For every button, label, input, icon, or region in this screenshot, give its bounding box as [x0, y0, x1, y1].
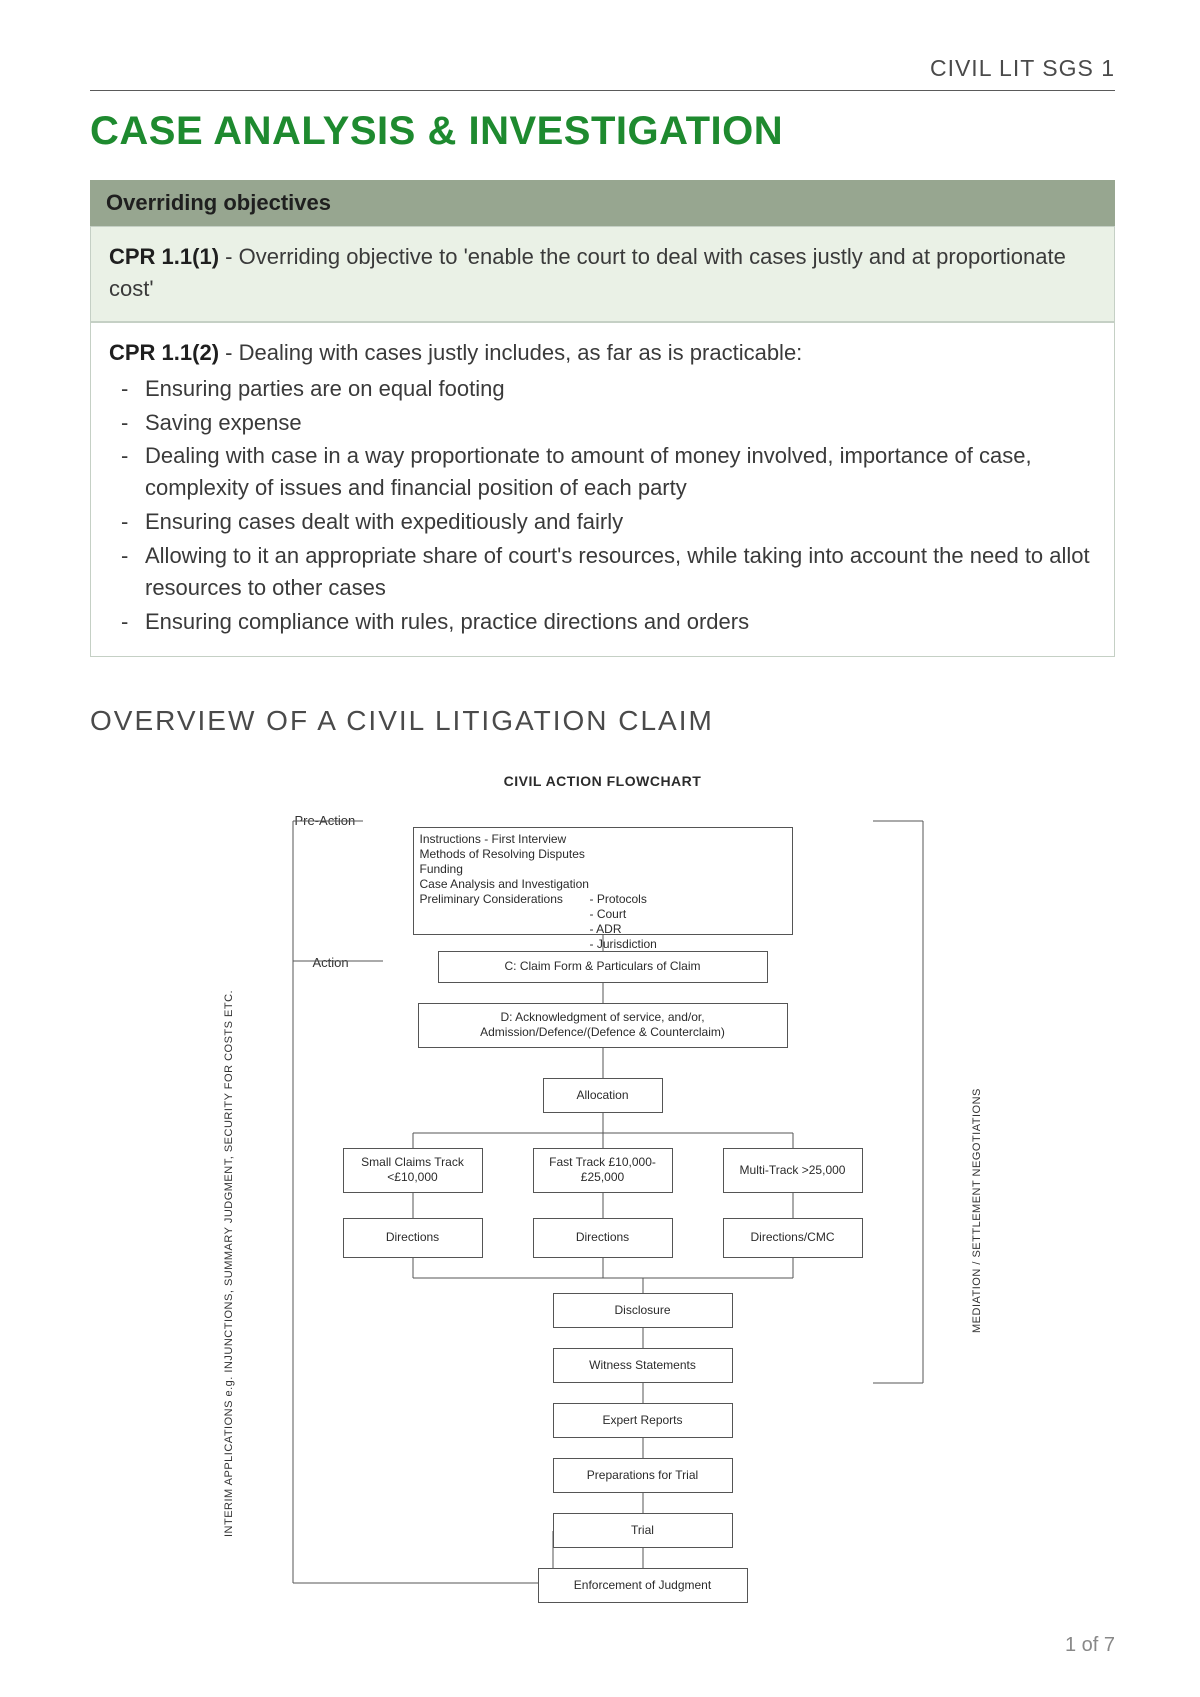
left-side-label: INTERIM APPLICATIONS e.g. INJUNCTIONS, S… [223, 953, 235, 1573]
node-enforcement: Enforcement of Judgment [538, 1568, 748, 1603]
list-item: Saving expense [117, 407, 1096, 439]
cpr-1-1-1-label: CPR 1.1(1) [109, 244, 219, 269]
cpr-1-1-2-box: CPR 1.1(2) - Dealing with cases justly i… [90, 322, 1115, 657]
list-item: Ensuring cases dealt with expeditiously … [117, 506, 1096, 538]
node-witness-statements: Witness Statements [553, 1348, 733, 1383]
flowchart-title: CIVIL ACTION FLOWCHART [223, 773, 983, 789]
node-preparations: Preparations for Trial [553, 1458, 733, 1493]
list-item: Allowing to it an appropriate share of c… [117, 540, 1096, 604]
header-label: CIVIL LIT SGS 1 [90, 55, 1115, 91]
section-header-objectives: Overriding objectives [90, 180, 1115, 226]
node-subline: - Court [590, 907, 657, 922]
overview-heading: OVERVIEW OF A CIVIL LITIGATION CLAIM [90, 705, 1115, 737]
page-number: 1 of 7 [1065, 1634, 1115, 1657]
cpr-1-1-1-text: - Overriding objective to 'enable the co… [109, 244, 1066, 301]
node-instructions: Instructions - First Interview Methods o… [413, 827, 793, 935]
node-fast-track: Fast Track £10,000- £25,000 [533, 1148, 673, 1193]
node-claim-form: C: Claim Form & Particulars of Claim [438, 951, 768, 983]
node-expert-reports: Expert Reports [553, 1403, 733, 1438]
objectives-list: Ensuring parties are on equal footing Sa… [109, 373, 1096, 638]
node-disclosure: Disclosure [553, 1293, 733, 1328]
node-small-claims: Small Claims Track <£10,000 [343, 1148, 483, 1193]
node-line: Preliminary Considerations [420, 892, 590, 952]
node-line: Case Analysis and Investigation [420, 877, 786, 892]
node-directions-2: Directions [533, 1218, 673, 1258]
list-item: Dealing with case in a way proportionate… [117, 440, 1096, 504]
document-page: CIVIL LIT SGS 1 CASE ANALYSIS & INVESTIG… [0, 0, 1200, 1693]
node-subline: - Jurisdiction [590, 937, 657, 952]
node-line: Funding [420, 862, 786, 877]
node-multi-track: Multi-Track >25,000 [723, 1148, 863, 1193]
page-title: CASE ANALYSIS & INVESTIGATION [90, 109, 1115, 154]
node-trial: Trial [553, 1513, 733, 1548]
list-item: Ensuring parties are on equal footing [117, 373, 1096, 405]
node-directions-1: Directions [343, 1218, 483, 1258]
cpr-1-1-2-label: CPR 1.1(2) [109, 340, 219, 365]
node-line: Instructions - First Interview [420, 832, 786, 847]
node-subline: - ADR [590, 922, 657, 937]
list-item: Ensuring compliance with rules, practice… [117, 606, 1096, 638]
node-allocation: Allocation [543, 1078, 663, 1113]
node-line: Methods of Resolving Disputes [420, 847, 786, 862]
cpr-1-1-1-box: CPR 1.1(1) - Overriding objective to 'en… [90, 226, 1115, 322]
node-directions-cmc: Directions/CMC [723, 1218, 863, 1258]
cpr-1-1-2-text: - Dealing with cases justly includes, as… [219, 340, 802, 365]
flowchart: CIVIL ACTION FLOWCHART INTERIM APPLICATI… [223, 773, 983, 1643]
node-subline: - Protocols [590, 892, 657, 907]
right-side-label: MEDIATION / SETTLEMENT NEGOTIATIONS [971, 1038, 983, 1383]
node-acknowledgment: D: Acknowledgment of service, and/or, Ad… [418, 1003, 788, 1048]
